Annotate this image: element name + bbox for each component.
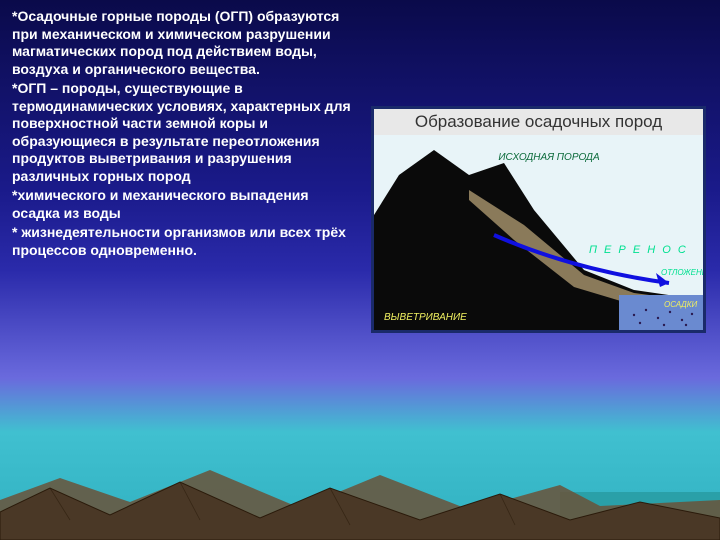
label-source: ИСХОДНАЯ ПОРОДА: [498, 152, 600, 163]
diagram-svg: ИСХОДНАЯ ПОРОДА П Е Р Е Н О С ОТЛОЖЕНИЕ …: [374, 135, 703, 330]
label-transport: П Е Р Е Н О С: [589, 244, 688, 256]
label-sediment: ОСАДКИ: [664, 300, 698, 309]
diagram-title: Образование осадочных пород: [374, 109, 703, 135]
para-2: *ОГП – породы, существующие в термодинам…: [12, 80, 352, 185]
bg-mountains: [0, 430, 720, 540]
label-weather: ВЫВЕТРИВАНИЕ: [384, 312, 467, 323]
diagram: Образование осадочных пород ИСХОДНАЯ ПОР…: [371, 106, 706, 333]
para-1: *Осадочные горные породы (ОГП) образуютс…: [12, 8, 352, 78]
para-4: * жизнедеятельности организмов или всех …: [12, 224, 352, 259]
label-deposit: ОТЛОЖЕНИЕ: [661, 268, 703, 277]
text-block: *Осадочные горные породы (ОГП) образуютс…: [12, 8, 352, 261]
para-3: *химического и механического выпадения о…: [12, 187, 352, 222]
